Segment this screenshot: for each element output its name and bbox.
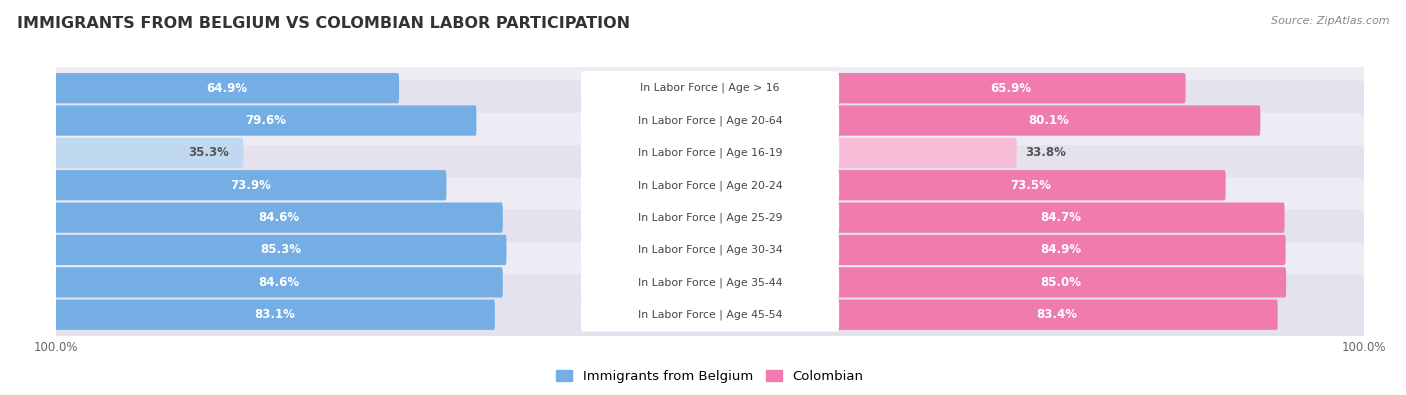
Text: In Labor Force | Age 20-64: In Labor Force | Age 20-64 [638,115,782,126]
Legend: Immigrants from Belgium, Colombian: Immigrants from Belgium, Colombian [551,365,869,388]
FancyBboxPatch shape [55,145,1365,226]
FancyBboxPatch shape [581,168,839,202]
FancyBboxPatch shape [837,267,1286,297]
FancyBboxPatch shape [837,138,1017,168]
Text: 84.6%: 84.6% [259,211,299,224]
FancyBboxPatch shape [55,138,243,168]
FancyBboxPatch shape [55,203,503,233]
FancyBboxPatch shape [55,48,1365,128]
Text: 80.1%: 80.1% [1028,114,1069,127]
FancyBboxPatch shape [837,203,1285,233]
Text: 85.0%: 85.0% [1040,276,1081,289]
FancyBboxPatch shape [581,298,839,332]
Text: 35.3%: 35.3% [188,147,229,160]
Text: IMMIGRANTS FROM BELGIUM VS COLOMBIAN LABOR PARTICIPATION: IMMIGRANTS FROM BELGIUM VS COLOMBIAN LAB… [17,16,630,31]
FancyBboxPatch shape [55,275,1365,355]
FancyBboxPatch shape [837,299,1278,330]
Text: 79.6%: 79.6% [245,114,287,127]
Text: 84.7%: 84.7% [1040,211,1081,224]
FancyBboxPatch shape [581,103,839,137]
Text: Source: ZipAtlas.com: Source: ZipAtlas.com [1271,16,1389,26]
FancyBboxPatch shape [55,105,477,135]
FancyBboxPatch shape [55,113,1365,193]
Text: 84.6%: 84.6% [259,276,299,289]
FancyBboxPatch shape [581,136,839,170]
Text: 65.9%: 65.9% [990,82,1032,95]
FancyBboxPatch shape [55,242,1365,322]
FancyBboxPatch shape [55,299,495,330]
FancyBboxPatch shape [837,170,1226,200]
Text: 85.3%: 85.3% [260,243,301,256]
Text: 83.1%: 83.1% [254,308,295,321]
Text: In Labor Force | Age 35-44: In Labor Force | Age 35-44 [638,277,782,288]
Text: 73.9%: 73.9% [231,179,271,192]
Text: 64.9%: 64.9% [207,82,247,95]
FancyBboxPatch shape [837,73,1185,103]
FancyBboxPatch shape [581,265,839,299]
Text: 84.9%: 84.9% [1040,243,1081,256]
Text: In Labor Force | Age > 16: In Labor Force | Age > 16 [640,83,780,94]
FancyBboxPatch shape [581,71,839,105]
FancyBboxPatch shape [55,81,1365,161]
Text: 83.4%: 83.4% [1036,308,1077,321]
FancyBboxPatch shape [55,170,447,200]
Text: 33.8%: 33.8% [1025,147,1066,160]
Text: In Labor Force | Age 25-29: In Labor Force | Age 25-29 [638,213,782,223]
FancyBboxPatch shape [55,235,506,265]
Text: In Labor Force | Age 20-24: In Labor Force | Age 20-24 [638,180,782,190]
FancyBboxPatch shape [55,177,1365,258]
FancyBboxPatch shape [837,235,1285,265]
FancyBboxPatch shape [581,201,839,235]
Text: In Labor Force | Age 30-34: In Labor Force | Age 30-34 [638,245,782,255]
FancyBboxPatch shape [55,210,1365,290]
FancyBboxPatch shape [837,105,1260,135]
Text: 73.5%: 73.5% [1011,179,1052,192]
Text: In Labor Force | Age 45-54: In Labor Force | Age 45-54 [638,309,782,320]
FancyBboxPatch shape [55,73,399,103]
FancyBboxPatch shape [55,267,503,297]
Text: In Labor Force | Age 16-19: In Labor Force | Age 16-19 [638,148,782,158]
FancyBboxPatch shape [581,233,839,267]
